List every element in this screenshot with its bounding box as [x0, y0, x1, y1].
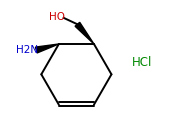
Text: HO: HO: [49, 12, 65, 22]
Polygon shape: [36, 44, 59, 53]
Text: HCl: HCl: [132, 56, 152, 69]
Polygon shape: [75, 22, 94, 44]
Text: H2N: H2N: [16, 45, 38, 55]
